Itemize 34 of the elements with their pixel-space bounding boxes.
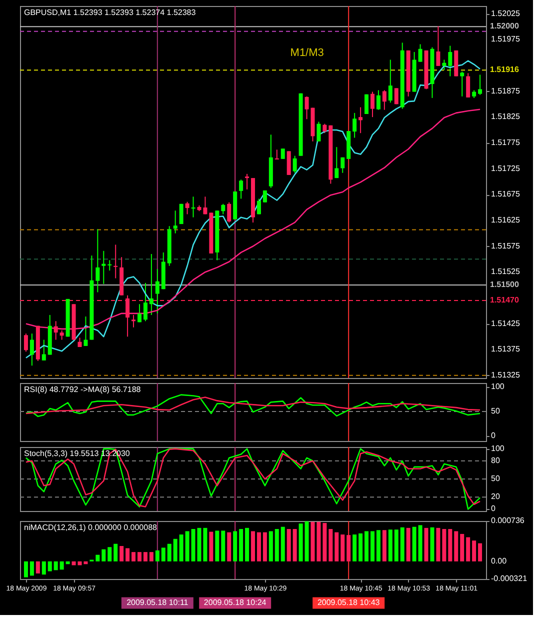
y-tick-label: 1.51625 [491, 215, 520, 224]
y-tick-label: 1.51675 [491, 190, 520, 199]
ref-line-label: 2009.05.18 10:24 [204, 598, 267, 607]
y-tick-label: 1.51375 [491, 344, 520, 354]
y-tick-label: 50 [491, 474, 500, 483]
y-tick-label: 1.51325 [491, 370, 520, 380]
chart-title: RSI(8) 48.7792 ->MA(8) 56.7188 [24, 385, 142, 394]
chart-title: niMACD(12,26,1) 0.000000 0.000088 [24, 523, 158, 532]
y-tick-label: 1.51975 [491, 34, 520, 44]
y-tick-label: 1.51425 [491, 318, 520, 328]
y-tick-label: 0 [491, 504, 496, 514]
ref-line-label: 1.51470 [490, 296, 520, 304]
y-tick-label: 1.51775 [491, 138, 520, 147]
y-tick-label: 1.51525 [491, 267, 520, 276]
annotation: M1/M3 [290, 46, 324, 59]
ref-line-label: 1.51916 [490, 65, 520, 74]
y-tick-label: 1.52025 [491, 8, 520, 18]
y-tick-label: 1.51825 [491, 112, 520, 122]
y-tick-label: -0.000321 [491, 574, 528, 583]
y-tick-label: 0.000736 [491, 516, 525, 525]
y-tick-label: 1.51875 [491, 86, 520, 96]
ref-line-label: 2009.05.18 10:43 [317, 598, 380, 607]
y-tick-label: 100 [491, 382, 505, 391]
y-tick-label: 1.51575 [491, 241, 520, 250]
y-tick-label: 20 [491, 492, 500, 502]
y-tick-label: 100 [491, 444, 505, 453]
y-tick-label: 0 [491, 431, 496, 440]
ref-line-label: 2009.05.18 10:11 [126, 598, 189, 607]
ref-line-label: 1.52000 [490, 22, 520, 31]
ref-line-label: 1.51500 [490, 280, 520, 289]
y-tick-label: 1.51725 [491, 164, 520, 173]
y-tick-label: 0.00 [491, 556, 508, 566]
y-tick-label: 50 [491, 406, 500, 416]
y-tick-label: 80 [491, 456, 500, 465]
